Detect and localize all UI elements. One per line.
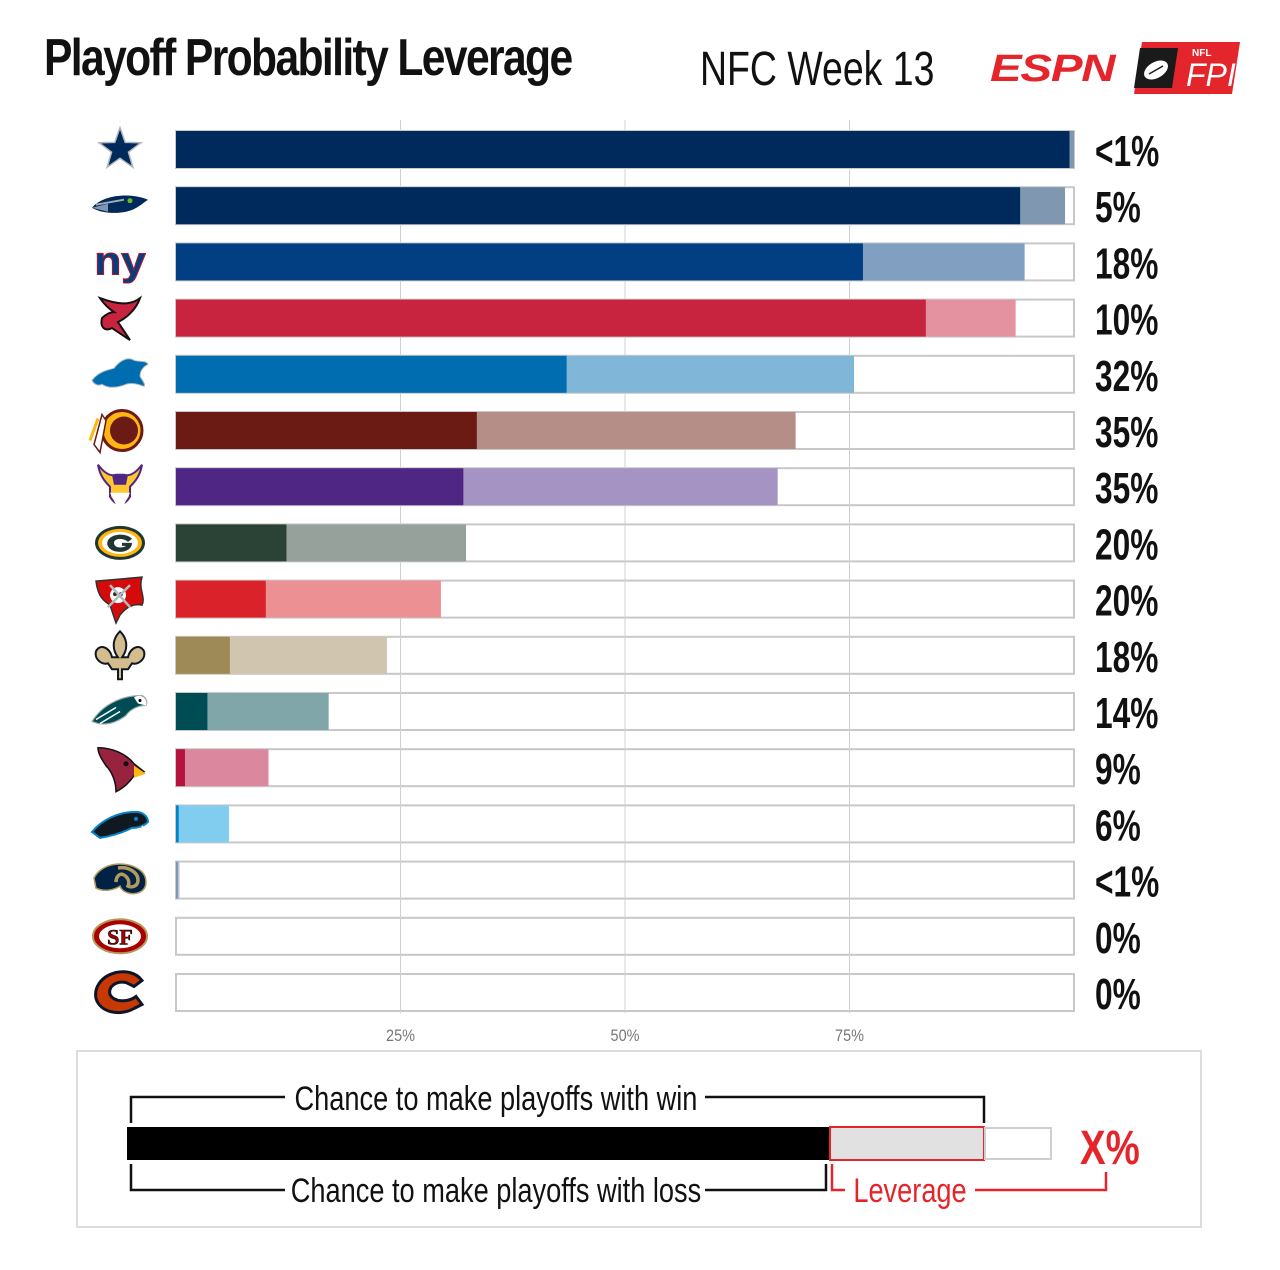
fpi-logo-text: FPI [1186,57,1236,93]
leverage-value-label: 6% [1095,801,1141,850]
panthers-icon [90,810,150,839]
leverage-value-label: 35% [1095,464,1158,513]
legend-loss-label: Chance to make playoffs with loss [291,1171,701,1210]
leverage-value-label: <1% [1095,858,1159,907]
loss-bar [176,187,1021,225]
eagles-icon [91,694,148,725]
giants-ny-icon: ny [94,238,147,284]
svg-text:SF: SF [107,924,133,949]
chart-title: Playoff Probability Leverage [44,29,573,87]
loss-bar [176,243,863,281]
svg-text:ny: ny [94,239,146,283]
legend-win-label: Chance to make playoffs with win [295,1079,698,1118]
x-tick-label: 25% [386,1027,415,1045]
leverage-value-label: 35% [1095,408,1158,457]
nfl-fpi-logo: NFL FPI [1134,42,1240,94]
x-tick-label: 75% [835,1027,864,1045]
loss-bar [176,131,1070,168]
loss-bar [176,805,179,843]
saints-fleur-icon [94,629,146,681]
leverage-bar-chart: 25% 50% 75% <1% 5% 18% 10% 32% 35% 35% 20% 20% 18% 14… [88,120,1159,1045]
win-bar [176,749,269,787]
loss-bar [176,693,208,730]
legend-box [76,1050,1202,1228]
seahawks-icon [92,195,148,213]
x-tick-label: 50% [611,1027,640,1045]
loss-bar [176,299,926,337]
vikings-icon [97,464,143,509]
legend-remaining-bar [984,1127,1052,1160]
fpi-logo-small-text: NFL [1192,48,1211,59]
loss-bar [176,412,477,449]
loss-bar [176,636,230,674]
niners-sf-icon: SF [92,918,148,955]
falcons-icon [97,295,143,341]
loss-bar [176,580,266,618]
loss-bar [176,524,287,562]
loss-bar [176,468,464,506]
legend-leverage-label: Leverage [853,1171,966,1210]
leverage-value-label: 9% [1095,745,1141,794]
legend-value-label: X% [1080,1122,1140,1175]
redskins-icon [88,409,144,455]
legend-leverage-bar [829,1126,985,1161]
loss-bar [176,861,178,899]
cowboys-star-icon [96,125,144,170]
espn-logo: ESPN [990,48,1116,90]
leverage-value-label: 14% [1095,689,1158,738]
loss-bar [176,749,185,787]
legend-loss-bar [127,1127,829,1160]
buccaneers-flag-icon [95,576,144,626]
leverage-value-label: 20% [1095,520,1158,569]
chart-subtitle: NFC Week 13 [700,43,935,96]
leverage-value-label: 5% [1095,183,1141,232]
leverage-value-label: <1% [1095,127,1159,176]
leverage-value-label: 0% [1095,914,1141,963]
lions-icon [91,358,149,388]
leverage-value-label: 20% [1095,577,1158,626]
leverage-value-label: 18% [1095,633,1158,682]
leverage-value-label: 10% [1095,296,1158,345]
cardinals-icon [97,746,146,793]
bears-c-icon [94,970,145,1015]
win-bar [176,805,229,843]
rams-horn-icon [93,863,147,895]
leverage-value-label: 32% [1095,352,1158,401]
leverage-value-label: 0% [1095,970,1141,1019]
packers-g-icon [95,525,145,560]
loss-bar [176,355,567,393]
leverage-value-label: 18% [1095,239,1158,288]
